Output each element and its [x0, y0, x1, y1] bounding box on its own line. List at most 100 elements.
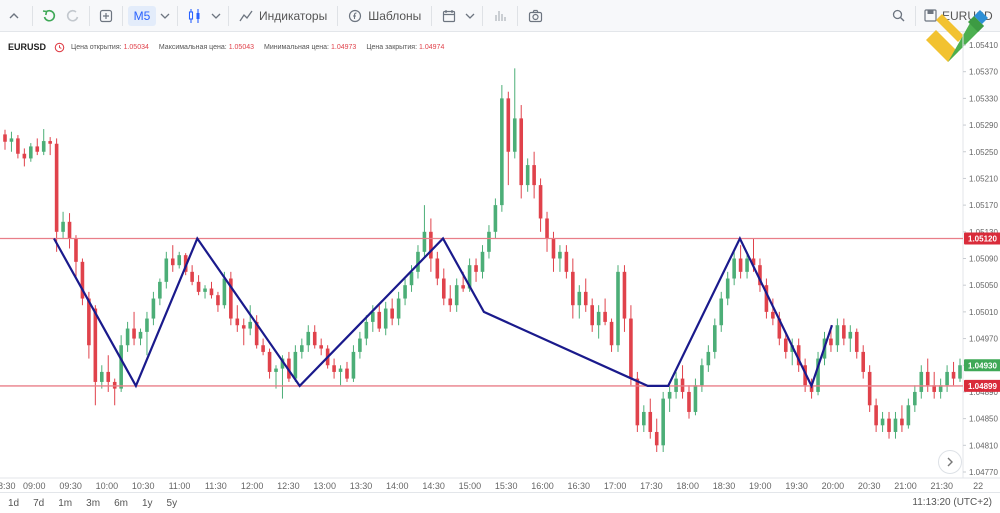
x-tick-label: 16:00 — [531, 481, 554, 491]
candle-body — [22, 153, 27, 159]
candle-body — [170, 258, 175, 266]
chart-type-button[interactable] — [182, 0, 208, 32]
candle-body — [500, 98, 504, 206]
save-icon — [924, 9, 937, 22]
candle-body — [190, 271, 194, 282]
candle-body — [480, 251, 485, 272]
x-tick-label: 17:30 — [640, 481, 663, 491]
x-tick-label: 12:30 — [277, 481, 300, 491]
timeframe-button[interactable]: M5 — [127, 0, 157, 32]
compare-button[interactable] — [487, 0, 513, 32]
candle-body — [274, 368, 278, 372]
candle-body — [74, 238, 78, 262]
candle-body — [538, 185, 543, 219]
candle-body — [506, 98, 511, 152]
candle-body — [93, 308, 98, 382]
ohlc-info-bar: EURUSD Цена открытия: 1.05034 Максимальна… — [8, 40, 444, 54]
price-chart[interactable]: 1.05410 1.05370 1.05330 1.05290 1.05250 1.052… — [0, 32, 1000, 492]
range-button-3m[interactable]: 3m — [86, 497, 101, 509]
redo-button[interactable] — [61, 0, 85, 32]
search-button[interactable] — [885, 0, 911, 32]
range-button-1d[interactable]: 1d — [8, 497, 20, 509]
candle-body — [609, 321, 614, 346]
candle-body — [390, 308, 394, 319]
candle-body — [403, 285, 407, 299]
add-symbol-button[interactable] — [94, 0, 118, 32]
x-tick-label: 20:00 — [822, 481, 845, 491]
candle-body — [809, 385, 814, 392]
candle-body — [41, 141, 46, 152]
candle-body — [796, 345, 801, 366]
timeframe-dropdown[interactable] — [157, 0, 173, 32]
utc-clock: 11:13:20 (UTC+2) — [912, 497, 992, 508]
candle-body — [61, 221, 65, 232]
x-tick-label: 15:00 — [459, 481, 482, 491]
range-button-1y[interactable]: 1y — [141, 497, 153, 509]
alerts-button[interactable] — [436, 0, 462, 32]
divider — [337, 5, 339, 26]
candle-body — [848, 331, 853, 339]
range-button-5y[interactable]: 5y — [166, 497, 178, 509]
scroll-to-latest-button[interactable] — [938, 450, 962, 474]
candle-body — [867, 371, 872, 406]
brand-logo — [926, 10, 988, 62]
candle-body — [145, 318, 149, 332]
indicators-button[interactable]: Индикаторы — [233, 0, 333, 32]
undo-button[interactable] — [37, 0, 61, 32]
x-tick-label: 14:30 — [422, 481, 445, 491]
candle-body — [454, 285, 459, 306]
candle-body — [409, 271, 414, 286]
candle-body — [196, 281, 201, 292]
calendar-icon — [443, 9, 456, 22]
candle-body — [751, 258, 756, 266]
y-tick-label: 1.04970 — [969, 335, 998, 344]
candle-body — [642, 411, 646, 426]
range-buttons: 1d 7d 1m 3m 6m 1y 5y — [0, 498, 183, 509]
x-tick-label: 13:00 — [313, 481, 336, 491]
x-tick-label: 13:30 — [350, 481, 373, 491]
y-tick-label: 1.05210 — [969, 174, 998, 183]
chart-type-dropdown[interactable] — [208, 0, 224, 32]
candle-body — [629, 318, 633, 379]
candle-body — [241, 325, 246, 329]
range-button-7d[interactable]: 7d — [33, 497, 45, 509]
candle-body — [758, 265, 762, 286]
candle-body — [835, 325, 840, 346]
candle-body — [887, 418, 891, 432]
candle-body — [829, 338, 833, 346]
alerts-dropdown[interactable] — [462, 0, 478, 32]
collapse-button[interactable] — [0, 0, 28, 32]
candle-body — [654, 431, 659, 446]
candle-body — [603, 311, 607, 322]
templates-button[interactable]: Шаблоны — [342, 0, 427, 32]
candle-body — [816, 358, 820, 392]
x-tick-label: 21:00 — [894, 481, 917, 491]
candle-body — [435, 258, 440, 279]
candle-body — [345, 368, 349, 379]
clock-icon[interactable] — [54, 42, 65, 53]
close-value: 1.04974 — [419, 43, 445, 51]
low-value: 1.04973 — [331, 43, 357, 51]
candle-body — [138, 331, 143, 339]
candle-body — [383, 308, 388, 329]
candle-body — [248, 321, 253, 329]
candle-body — [267, 351, 272, 372]
indicators-icon — [239, 10, 253, 21]
candle-body — [351, 351, 356, 379]
divider — [431, 5, 433, 26]
candle-body — [913, 391, 917, 406]
x-tick-label: 09:00 — [23, 481, 46, 491]
range-button-6m[interactable]: 6m — [114, 497, 128, 509]
candle-body — [725, 278, 730, 299]
high-value: 1.05043 — [228, 43, 255, 51]
zigzag-pattern-line — [53, 235, 834, 389]
y-tick-label: 1.04810 — [969, 441, 998, 450]
candle-body — [738, 258, 743, 272]
candle-body — [590, 305, 594, 326]
candle-body — [229, 278, 233, 319]
range-button-1m[interactable]: 1m — [58, 497, 73, 509]
y-tick-label: 1.04850 — [969, 415, 998, 424]
screenshot-button[interactable] — [522, 0, 548, 32]
bottom-bar: 1d 7d 1m 3m 6m 1y 5y 11:13:20 (UTC+2) — [0, 492, 1000, 513]
symbol-name: EURUSD — [8, 42, 47, 52]
